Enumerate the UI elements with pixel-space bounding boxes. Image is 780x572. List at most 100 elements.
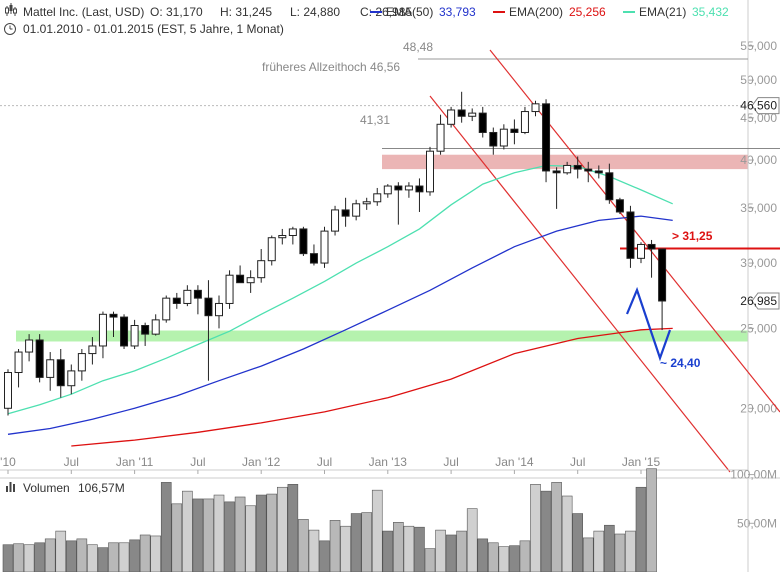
volume-bar (371, 489, 383, 572)
candle-body (309, 253, 318, 264)
price-tag-label: 46,560 (740, 99, 777, 113)
candle-body (373, 193, 382, 203)
candle-body (510, 128, 519, 133)
volume-bar (498, 546, 510, 572)
candle-body (320, 230, 329, 264)
price-plot: 20,000 25,000 30,000 35,000 40,000 45,000 50,0… (0, 0, 780, 474)
volume-header: Volumen 106,57M (6, 481, 125, 495)
volume-bar (34, 542, 45, 572)
candle (647, 239, 656, 278)
volume-bar (593, 530, 605, 572)
price-tag-label: 26,985 (740, 294, 777, 308)
volume-bar (466, 508, 478, 572)
volume-bar (509, 545, 520, 572)
x-tick-label: Jan '12 (242, 455, 281, 469)
candle-body (130, 325, 139, 347)
candle-body (426, 150, 434, 193)
volume-bar (182, 490, 193, 572)
volume-bar (350, 513, 362, 572)
x-tick-label: Jan '15 (622, 455, 661, 469)
target-label: ~ 24,40 (660, 356, 701, 370)
candle (436, 114, 445, 155)
candle-body (447, 109, 456, 125)
candle-body (394, 185, 403, 191)
ema-line-ema21 (7, 164, 673, 415)
candle-body (257, 260, 266, 279)
x-tick-label: Jan '14 (495, 455, 534, 469)
candle-body (109, 313, 118, 318)
candle (46, 352, 55, 391)
y-tick-label: 50,000 (740, 73, 777, 87)
candle (4, 369, 12, 416)
annotations: früheres Allzeithoch 46,56 48,48 41,31 >… (262, 40, 713, 370)
x-tick-label: Jul (317, 455, 332, 469)
candle-body (225, 274, 234, 304)
candle (499, 124, 508, 150)
candle-body (267, 237, 276, 262)
candle (67, 364, 76, 395)
candle-body (499, 128, 508, 147)
volume-bar (519, 540, 531, 572)
candle-body (362, 201, 371, 205)
candle (341, 197, 350, 227)
candle-body (605, 172, 614, 201)
y-tick-label: 55,000 (740, 39, 777, 53)
candle (573, 156, 582, 179)
candle-body (172, 297, 181, 304)
candle (594, 165, 603, 179)
volume-bar (108, 542, 119, 572)
candle-body (563, 164, 572, 174)
volume-bar (23, 544, 35, 572)
candle (309, 244, 318, 266)
candle (320, 226, 329, 268)
volume-bar (266, 493, 278, 572)
candle-body (341, 209, 350, 217)
volume-bar (255, 494, 267, 572)
volume-bar (530, 484, 541, 572)
volume-bar (435, 529, 446, 572)
volume-bar (329, 520, 341, 572)
candle (35, 334, 44, 383)
volume-bar (625, 530, 636, 572)
candle-body (637, 243, 645, 259)
volume-bar (192, 498, 204, 572)
chart-header: Mattel Inc. (Last, USD) O: 31,170 H: 31,2… (4, 3, 729, 36)
candle-body (35, 339, 44, 378)
candle (383, 184, 392, 198)
y-tick-label: 45,000 (740, 111, 777, 125)
volume-bar (646, 468, 657, 572)
candle (172, 292, 181, 309)
volume-bar (213, 494, 225, 572)
volume-bar (561, 495, 573, 572)
candle (88, 337, 97, 365)
candle-body (626, 211, 635, 259)
volume-bar (76, 538, 88, 572)
projection-path (625, 286, 672, 362)
ema-line-ema200 (71, 327, 673, 447)
volume-bar (2, 544, 14, 572)
candle-body (573, 164, 582, 170)
candle (489, 127, 498, 155)
candle (362, 197, 371, 210)
candle-body (542, 103, 551, 172)
volume-bar (13, 543, 24, 572)
volume-bar (139, 534, 151, 572)
volume-bar (403, 525, 415, 572)
price-tag-box (751, 292, 780, 310)
volume-bar (66, 540, 77, 572)
candle (288, 226, 297, 245)
y-tick-label: 30,000 (740, 256, 777, 270)
volume-plot: 100,00M 50,00M (0, 468, 780, 572)
candle (394, 182, 403, 225)
candle (299, 226, 308, 256)
candle-body (46, 359, 55, 378)
candle (236, 265, 245, 284)
candle-body (246, 277, 255, 284)
volume-bar (171, 503, 183, 572)
x-tick-label: Jul (570, 455, 585, 469)
candle-body (278, 235, 287, 239)
volume-bar (340, 525, 351, 572)
candle (404, 182, 413, 198)
volume-bar (456, 530, 467, 572)
candle-body (183, 289, 192, 304)
